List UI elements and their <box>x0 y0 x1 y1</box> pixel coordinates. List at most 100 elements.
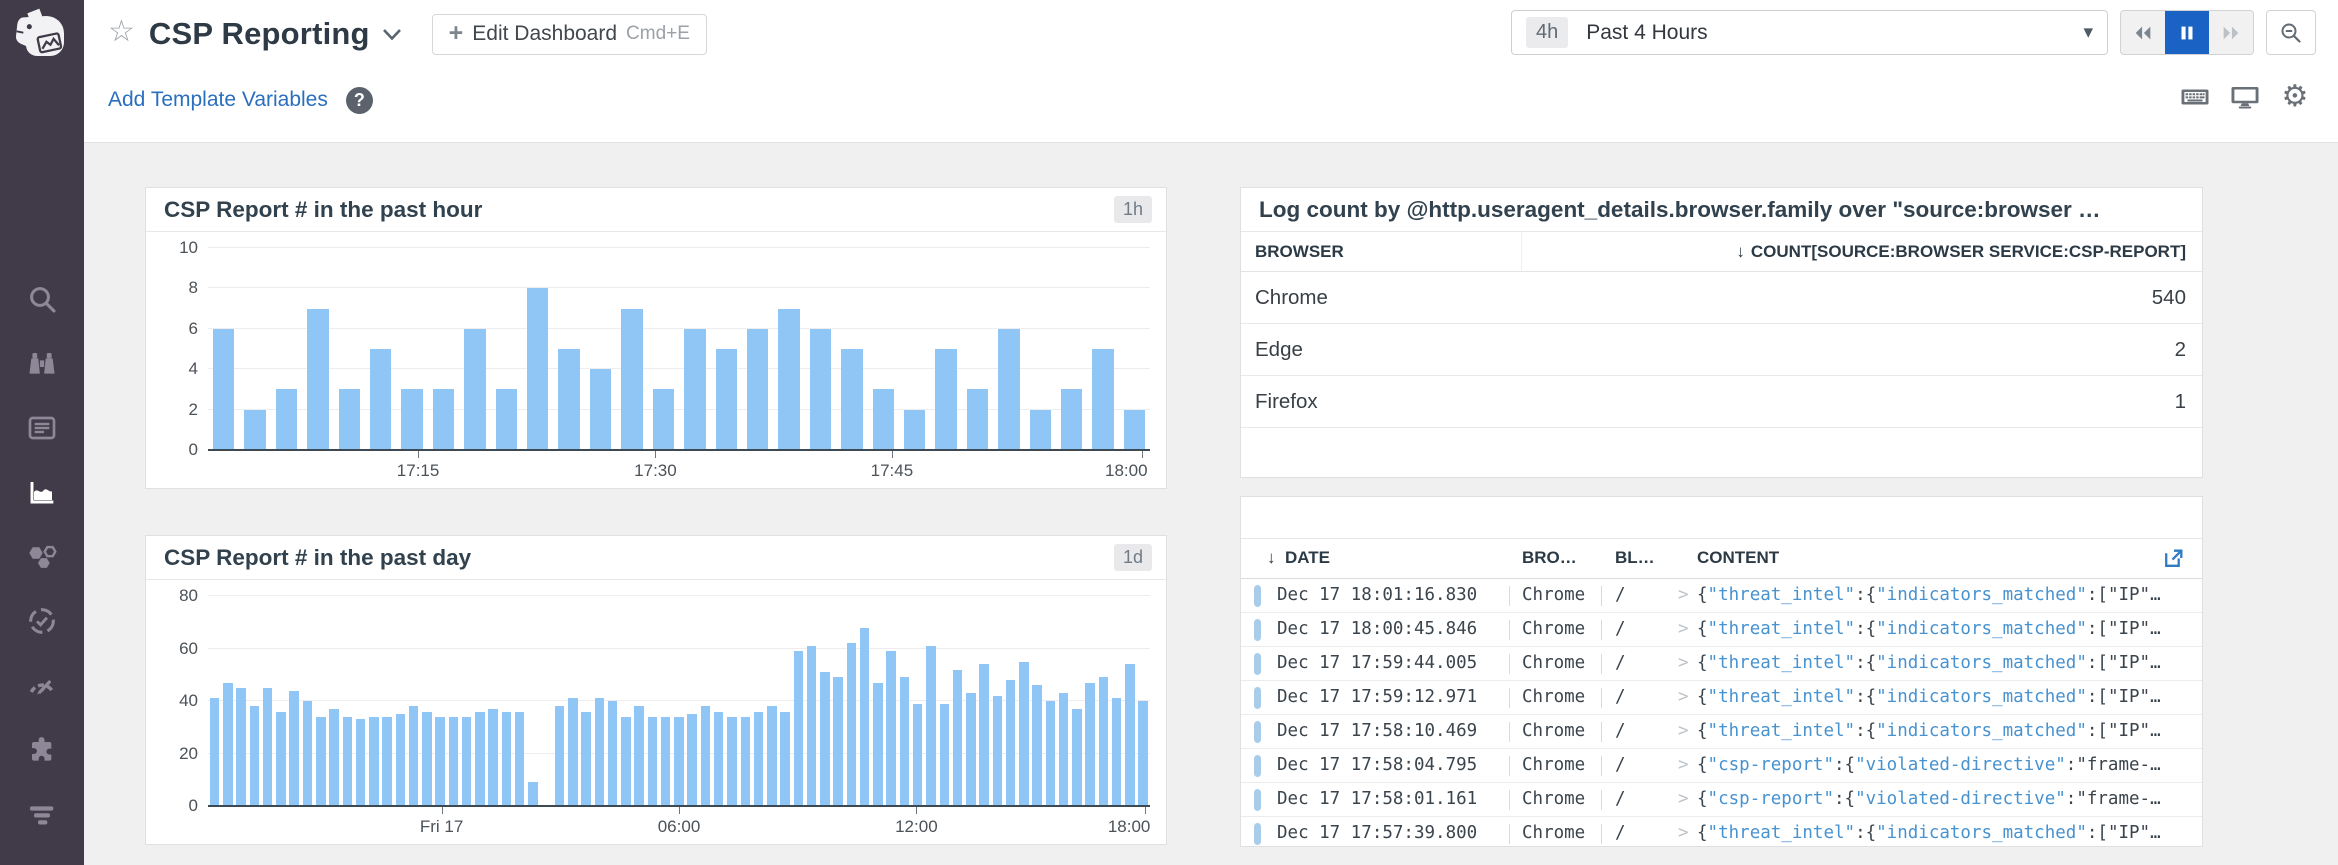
expand-chevron-icon: > <box>1678 789 1689 809</box>
log-date: Dec 17 17:58:01.161 <box>1277 789 1478 809</box>
events-list-icon[interactable] <box>24 410 60 446</box>
log-row[interactable]: Dec 17 17:59:44.005 Chrome / > {"threat_inte… <box>1241 647 2202 681</box>
tv-mode-icon[interactable] <box>2230 82 2260 112</box>
bar <box>289 690 299 806</box>
favorite-star-icon[interactable]: ☆ <box>108 15 135 48</box>
log-status-pill <box>1254 653 1261 675</box>
browser-name: Chrome <box>1255 285 1328 309</box>
expand-chevron-icon: > <box>1678 721 1689 741</box>
toplist-row[interactable]: Edge 2 <box>1241 324 2202 376</box>
column-header-date[interactable]: ↓ DATE <box>1267 548 1330 567</box>
bar <box>395 714 406 806</box>
column-divider <box>1601 586 1602 606</box>
column-header-browser[interactable]: BRO… <box>1522 548 1577 567</box>
json-text: :{ <box>1855 585 1877 605</box>
monitors-icon[interactable] <box>24 603 60 639</box>
log-json-content: {"threat_intel":{"indicators_matched":["… <box>1697 619 2196 639</box>
bar <box>926 645 936 806</box>
x-axis-tick <box>418 450 420 458</box>
keyboard-shortcuts-icon[interactable] <box>2180 82 2210 112</box>
json-key: "indicators_matched" <box>1876 687 2087 707</box>
bar <box>1060 389 1083 450</box>
bar <box>244 409 266 450</box>
bar <box>369 716 379 806</box>
json-text: "IP" <box>2107 687 2151 707</box>
column-header-count[interactable]: ↓ COUNT[SOURCE:BROWSER SERVICE:CSP-REPOR… <box>1521 232 2202 271</box>
dashboards-chart-icon[interactable] <box>24 474 60 510</box>
apm-gauge-icon[interactable] <box>24 668 60 704</box>
log-json-content: {"csp-report":{"violated-directive":"fra… <box>1697 789 2196 809</box>
json-text: "frame- <box>2076 789 2151 809</box>
help-icon[interactable]: ? <box>345 86 373 114</box>
json-text: :[ <box>2086 687 2108 707</box>
log-row[interactable]: Dec 17 18:00:45.846 Chrome / > {"threat_inte… <box>1241 613 2202 647</box>
watchdog-binoculars-icon[interactable] <box>24 345 60 381</box>
bar <box>872 389 894 450</box>
json-key: "threat_intel" <box>1707 585 1856 605</box>
time-range-picker[interactable]: 4h Past 4 Hours ▾ <box>1511 10 2108 55</box>
logs-icon[interactable] <box>24 797 60 833</box>
toplist-column-headers: BROWSER ↓ COUNT[SOURCE:BROWSER SERVICE:C… <box>1241 232 2202 272</box>
open-in-log-explorer-icon[interactable] <box>2161 546 2186 576</box>
pause-button[interactable] <box>2165 11 2209 54</box>
bar <box>715 349 737 450</box>
page-title[interactable]: CSP Reporting <box>148 16 370 51</box>
datadog-logo[interactable] <box>10 4 74 68</box>
json-text: :{ <box>1833 789 1856 809</box>
json-text: :{ <box>1855 619 1877 639</box>
x-axis-line <box>208 449 1150 451</box>
log-row[interactable]: Dec 17 17:59:12.971 Chrome / > {"threat_inte… <box>1241 681 2202 715</box>
log-row[interactable]: Dec 17 17:57:39.800 Chrome / > {"threat_inte… <box>1241 817 2202 846</box>
bar <box>1111 698 1122 806</box>
column-divider <box>1601 688 1602 708</box>
x-axis-label: 18:00 <box>1107 817 1151 836</box>
integrations-puzzle-icon[interactable] <box>24 732 60 768</box>
title-chevron-down-icon[interactable] <box>382 28 402 46</box>
zoom-out-button[interactable] <box>2266 10 2316 55</box>
column-header-browser[interactable]: BROWSER <box>1255 241 1344 261</box>
log-status-pill <box>1254 619 1261 641</box>
bar <box>475 711 485 806</box>
log-date: Dec 17 18:00:45.846 <box>1277 619 1478 639</box>
bar <box>276 711 286 806</box>
playback-controls <box>2120 10 2254 55</box>
x-axis-tick <box>1142 450 1144 458</box>
column-header-blocked[interactable]: BL… <box>1615 548 1655 567</box>
log-row[interactable]: Dec 17 17:58:10.469 Chrome / > {"threat_inte… <box>1241 715 2202 749</box>
json-key: "threat_intel" <box>1707 721 1856 741</box>
column-divider <box>1509 654 1510 674</box>
edit-dashboard-button[interactable]: + Edit Dashboard Cmd+E <box>431 13 707 55</box>
log-browser: Chrome <box>1522 789 1586 809</box>
log-count: 1 <box>2174 389 2186 413</box>
y-axis-label: 10 <box>179 238 198 257</box>
add-template-variables-link[interactable]: Add Template Variables <box>108 88 328 111</box>
log-status-pill <box>1254 721 1261 743</box>
toplist-row[interactable]: Chrome 540 <box>1241 272 2202 324</box>
bar <box>401 389 423 450</box>
x-axis-label: 12:00 <box>895 817 938 836</box>
bar <box>355 719 366 806</box>
json-key: "indicators_matched" <box>1876 619 2087 639</box>
column-header-content[interactable]: CONTENT <box>1697 548 1780 567</box>
x-axis-tick <box>679 806 680 814</box>
bar <box>899 677 910 806</box>
bar <box>1019 661 1029 806</box>
log-blocked-uri: / <box>1615 721 1626 741</box>
json-text: { <box>1697 585 1708 605</box>
infrastructure-hexagons-icon[interactable] <box>24 539 60 575</box>
fast-forward-button[interactable] <box>2209 11 2253 54</box>
settings-gear-icon[interactable]: ⚙ <box>2281 80 2309 113</box>
column-divider <box>1509 756 1510 776</box>
bar <box>652 389 675 450</box>
log-row[interactable]: Dec 17 17:58:01.161 Chrome / > {"csp-report"… <box>1241 783 2202 817</box>
log-row[interactable]: Dec 17 18:01:16.830 Chrome / > {"threat_inte… <box>1241 579 2202 613</box>
rewind-button[interactable] <box>2121 11 2165 54</box>
search-icon[interactable] <box>24 281 60 317</box>
toplist-row[interactable]: Firefox 1 <box>1241 376 2202 428</box>
time-caret-down-icon: ▾ <box>2083 22 2093 43</box>
x-axis-label: 17:45 <box>870 461 914 480</box>
y-axis-label: 0 <box>188 796 198 815</box>
widget-csp-report-past-day: CSP Report # in the past day 1d 0 20 40 60 8… <box>145 535 1167 845</box>
log-row[interactable]: Dec 17 17:58:04.795 Chrome / > {"csp-report"… <box>1241 749 2202 783</box>
